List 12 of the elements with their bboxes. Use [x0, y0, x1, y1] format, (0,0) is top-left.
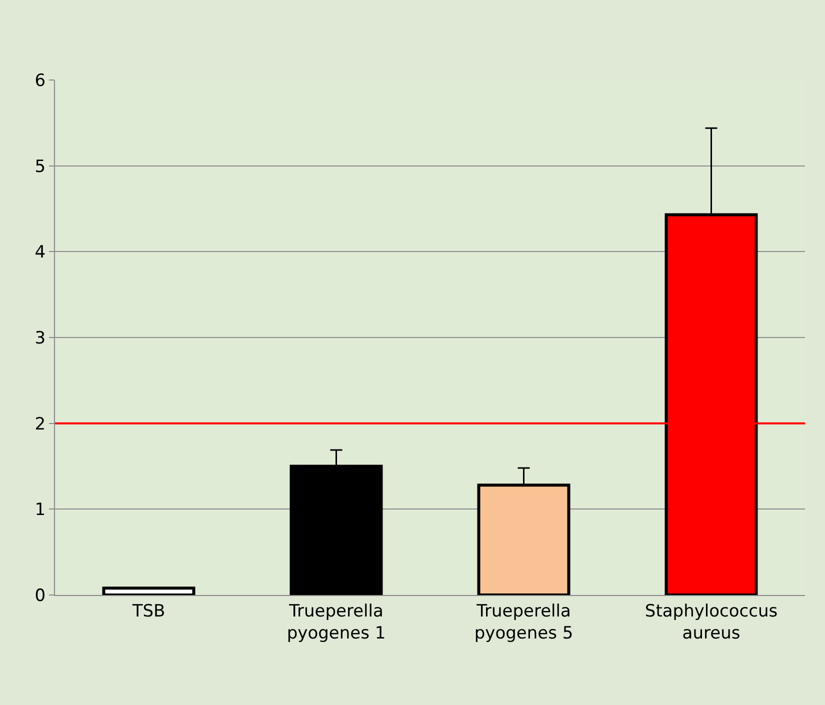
x-tick-label: Staphylococcus aureus — [644, 601, 778, 644]
y-tick-label: 3 — [34, 328, 46, 348]
y-tick-label: 1 — [34, 500, 46, 520]
x-tick-label: TSB — [131, 601, 166, 622]
y-tick-label: 4 — [34, 242, 46, 263]
y-tick-label: 5 — [34, 156, 46, 177]
x-tick-label: Trueperella pyogenes 1 — [286, 601, 386, 644]
x-tick-label: Trueperella pyogenes 5 — [474, 601, 574, 644]
y-tick-label: 6 — [34, 70, 46, 91]
y-tick-label: 0 — [34, 586, 46, 606]
bar — [102, 586, 196, 595]
y-tick-label: 2 — [34, 414, 46, 434]
